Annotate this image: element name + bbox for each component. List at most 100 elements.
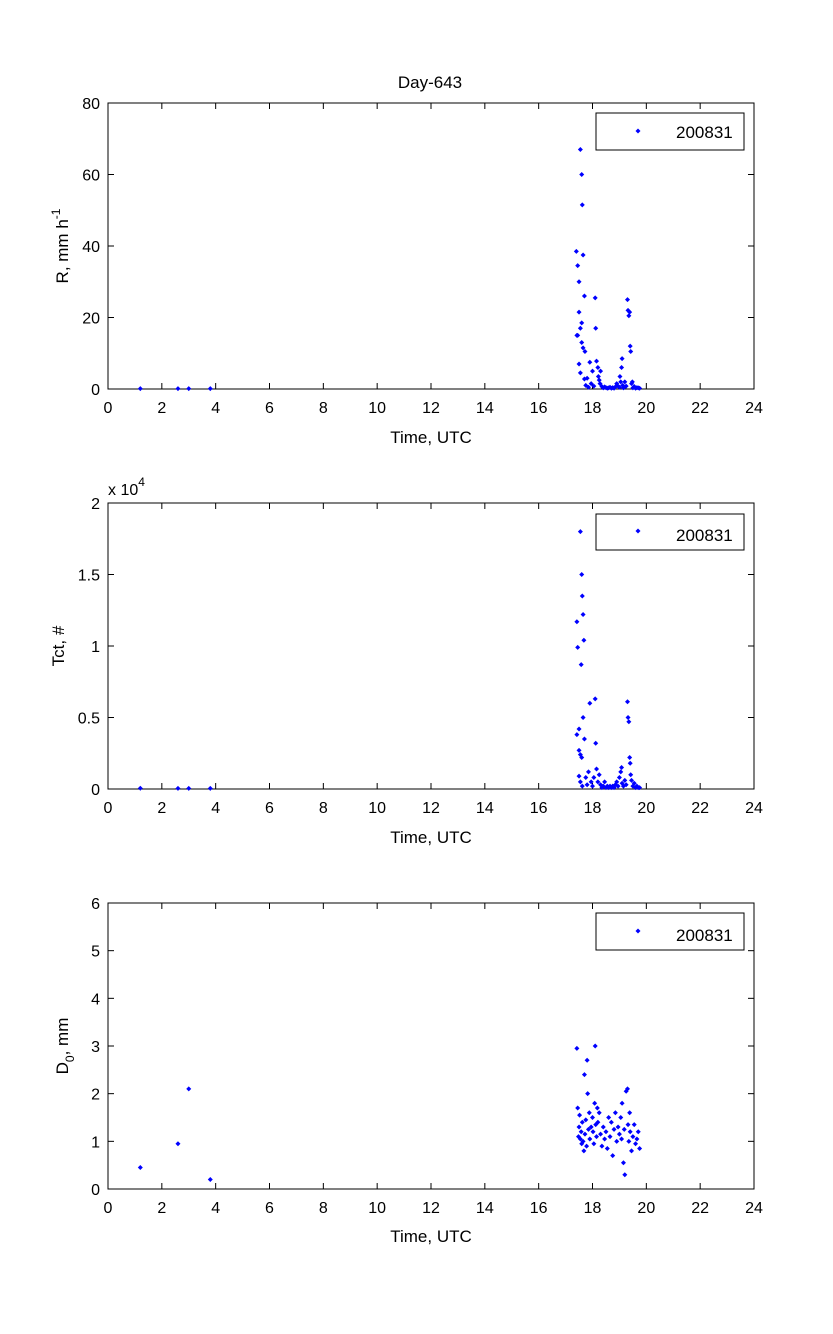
data-point (590, 1115, 595, 1120)
x-tick-label: 24 (745, 800, 763, 817)
data-point (579, 572, 585, 577)
y-axis-label-main: D (53, 1062, 72, 1074)
x-tick-label: 2 (157, 400, 166, 417)
data-point (207, 386, 213, 392)
data-point (616, 775, 622, 781)
x-tick-label: 20 (637, 800, 655, 817)
data-point (622, 379, 628, 385)
data-point (583, 775, 589, 781)
data-point (595, 1119, 601, 1125)
x-tick-label: 24 (745, 1200, 763, 1217)
data-point (623, 782, 629, 788)
y-axis-label: Tct, # (49, 625, 68, 666)
data-point (175, 785, 181, 791)
data-point (624, 297, 630, 303)
data-point (587, 359, 593, 365)
x-tick-label: 4 (211, 800, 220, 817)
y-axis-label: R, mm h-1 (49, 208, 72, 283)
y-axis-label-main: R, mm h (53, 219, 72, 283)
data-point (581, 1148, 587, 1154)
data-point (626, 1138, 632, 1144)
data-point (595, 373, 601, 379)
legend-box (595, 112, 745, 151)
legend-box (595, 912, 745, 951)
data-point (175, 1141, 181, 1147)
data-point (579, 172, 585, 177)
data-point (585, 384, 591, 390)
data-point (614, 779, 620, 785)
x-tick-label: 18 (584, 800, 602, 817)
data-point (621, 1126, 627, 1132)
data-point (137, 1165, 143, 1171)
data-point (626, 719, 632, 725)
data-point (588, 779, 594, 785)
data-point (574, 1045, 580, 1051)
data-point (580, 612, 586, 618)
data-point (591, 383, 597, 389)
plot-area (107, 902, 755, 1190)
data-point (576, 361, 582, 367)
data-point (579, 755, 585, 761)
data-point (573, 248, 579, 254)
data-point (576, 747, 582, 753)
x-tick-label: 6 (265, 400, 274, 417)
x-tick-label: 8 (319, 400, 328, 417)
data-point (629, 379, 635, 385)
x-tick-label: 22 (691, 1200, 709, 1217)
data-point (596, 377, 602, 383)
data-point (618, 1115, 624, 1120)
data-point (588, 381, 594, 387)
y-tick-label: 3 (91, 1039, 100, 1056)
y-tick-label: 2 (91, 496, 100, 513)
data-point (620, 1160, 626, 1166)
data-point (610, 1153, 616, 1159)
data-point (603, 1129, 609, 1135)
data-point (579, 320, 585, 326)
data-point (615, 783, 621, 789)
data-point (625, 715, 631, 720)
x-tick-label: 6 (265, 1200, 274, 1217)
data-point (577, 1112, 583, 1118)
data-points (137, 1043, 643, 1182)
legend-marker (635, 528, 641, 534)
data-point (602, 1136, 608, 1142)
data-point (579, 783, 585, 789)
data-point (580, 715, 586, 720)
x-tick-label: 22 (691, 400, 709, 417)
data-point (624, 1086, 630, 1092)
data-point (576, 1124, 582, 1130)
data-point (594, 766, 600, 772)
data-point (619, 765, 625, 771)
data-point (630, 1134, 636, 1140)
x-axis-label: Time, UTC (390, 828, 472, 847)
data-point (615, 1124, 621, 1130)
data-point (594, 358, 600, 364)
y-tick-label: 20 (82, 311, 100, 328)
legend-box (595, 513, 745, 551)
data-point (625, 1122, 631, 1128)
data-point (619, 1100, 625, 1106)
data-point (186, 1086, 192, 1092)
data-point (590, 783, 595, 789)
data-point (635, 1129, 641, 1135)
legend: 200831 (595, 912, 745, 951)
x-tick-label: 12 (422, 1200, 440, 1217)
data-point (588, 1124, 594, 1130)
data-point (577, 325, 583, 331)
data-point (579, 340, 585, 346)
x-tick-label: 8 (319, 1200, 328, 1217)
data-point (574, 619, 580, 625)
data-point (591, 1141, 597, 1147)
data-point (585, 769, 591, 775)
x-tick-label: 16 (530, 1200, 548, 1217)
data-point (627, 1110, 633, 1116)
data-point (207, 1176, 213, 1182)
data-point (582, 348, 588, 354)
data-point (616, 384, 622, 390)
data-point (619, 356, 625, 362)
data-point (617, 373, 623, 379)
y-axis-label-superscript: -1 (49, 208, 63, 219)
data-point (616, 1131, 622, 1137)
data-point (618, 769, 624, 775)
